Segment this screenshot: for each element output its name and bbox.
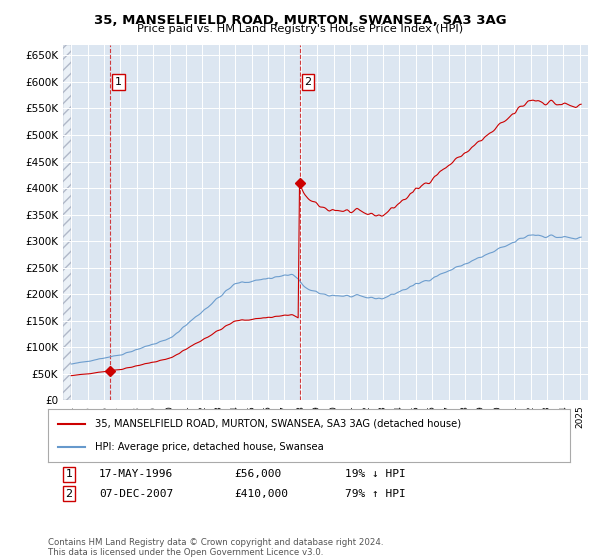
Text: 17-MAY-1996: 17-MAY-1996 xyxy=(99,469,173,479)
Text: £410,000: £410,000 xyxy=(234,489,288,499)
Text: 35, MANSELFIELD ROAD, MURTON, SWANSEA, SA3 3AG: 35, MANSELFIELD ROAD, MURTON, SWANSEA, S… xyxy=(94,14,506,27)
Text: HPI: Average price, detached house, Swansea: HPI: Average price, detached house, Swan… xyxy=(95,442,324,452)
Text: 2: 2 xyxy=(305,77,311,87)
Text: 79% ↑ HPI: 79% ↑ HPI xyxy=(345,489,406,499)
Text: 2: 2 xyxy=(65,489,73,499)
Text: Price paid vs. HM Land Registry's House Price Index (HPI): Price paid vs. HM Land Registry's House … xyxy=(137,24,463,34)
Text: 35, MANSELFIELD ROAD, MURTON, SWANSEA, SA3 3AG (detached house): 35, MANSELFIELD ROAD, MURTON, SWANSEA, S… xyxy=(95,419,461,429)
Text: 19% ↓ HPI: 19% ↓ HPI xyxy=(345,469,406,479)
Text: £56,000: £56,000 xyxy=(234,469,281,479)
Text: Contains HM Land Registry data © Crown copyright and database right 2024.
This d: Contains HM Land Registry data © Crown c… xyxy=(48,538,383,557)
Text: 07-DEC-2007: 07-DEC-2007 xyxy=(99,489,173,499)
Text: 1: 1 xyxy=(65,469,73,479)
Text: 1: 1 xyxy=(115,77,122,87)
